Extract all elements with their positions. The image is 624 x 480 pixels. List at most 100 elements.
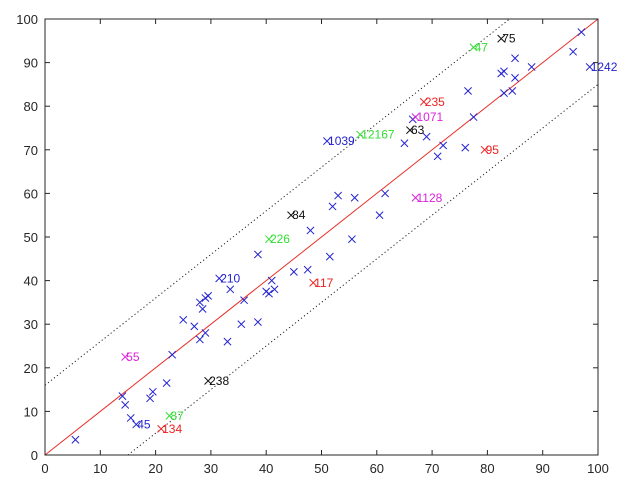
data-point: [500, 67, 508, 76]
x-tick-label: 70: [425, 461, 439, 476]
data-point: [375, 211, 384, 220]
data-point: [253, 250, 262, 259]
labeled-data-point: [215, 274, 224, 283]
y-tick-label: 90: [24, 56, 38, 71]
data-point: [253, 318, 262, 326]
data-point: [350, 193, 359, 202]
data-point: [162, 379, 171, 388]
x-tick-label: 30: [204, 461, 218, 476]
labeled-data-point: [265, 235, 273, 244]
data-point: [179, 315, 188, 324]
data-point: [148, 387, 157, 396]
x-tick-label: 10: [93, 461, 107, 476]
data-point: [569, 47, 578, 56]
point-label: 95: [486, 143, 500, 157]
data-point: [270, 285, 279, 294]
point-label: 47: [475, 40, 489, 54]
labeled-data-point: [419, 97, 428, 106]
y-tick-label: 40: [24, 274, 38, 289]
x-axis: 0 10 20 30 40 50 60 70 80 90 100: [41, 19, 609, 476]
data-point: [289, 267, 298, 276]
data-point: [195, 298, 204, 307]
data-point: [433, 152, 442, 161]
labeled-data-point: [356, 130, 365, 139]
y-tick-label: 50: [24, 230, 38, 245]
labeled-data-point: [165, 411, 174, 420]
labeled-data-point: [309, 278, 318, 287]
data-point: [381, 189, 390, 198]
labeled-data-point: [132, 420, 141, 429]
data-point: [201, 328, 210, 337]
labeled-data-point: [157, 424, 166, 433]
data-point: [508, 86, 517, 95]
y-tick-label: 10: [24, 404, 38, 419]
data-point: [511, 73, 520, 82]
data-point: [325, 252, 334, 261]
y-tick-label: 70: [24, 143, 38, 158]
point-label: 45: [137, 417, 151, 431]
x-tick-label: 0: [41, 461, 48, 476]
labeled-data-point: [287, 211, 296, 220]
band-line-1: [127, 84, 599, 456]
data-point: [267, 276, 276, 285]
labeled-data-point: [585, 63, 594, 71]
point-label: 1071: [417, 110, 444, 124]
data-point: [146, 394, 155, 403]
data-point: [126, 413, 135, 422]
data-point: [303, 265, 312, 274]
point-label: 235: [425, 95, 445, 109]
point-label: 87: [170, 409, 184, 423]
y-axis: 0 10 20 30 40 50 60 70 80 90 100: [16, 12, 598, 463]
labeled-data-point: [323, 137, 331, 146]
point-label: 63: [411, 123, 425, 137]
data-point: [121, 400, 130, 409]
point-label: 84: [292, 208, 306, 222]
data-point: [400, 139, 409, 148]
y-tick-label: 0: [31, 448, 38, 463]
data-point: [511, 54, 520, 63]
labeled-data-point: [406, 126, 414, 135]
data-point: [223, 337, 232, 346]
data-point: [527, 63, 536, 71]
data-point: [422, 132, 431, 141]
labeled-data-point: [497, 34, 506, 43]
x-tick-label: 80: [480, 461, 494, 476]
data-point: [204, 291, 213, 300]
data-point: [240, 296, 249, 305]
data-point: [334, 191, 343, 200]
data-point: [347, 235, 356, 244]
data-point: [577, 28, 586, 37]
point-label: 1039: [328, 134, 355, 148]
point-label: 238: [209, 374, 229, 388]
y-tick-label: 30: [24, 317, 38, 332]
data-point: [190, 322, 199, 331]
data-point: [265, 289, 273, 298]
y-tick-label: 80: [24, 99, 38, 114]
data-point: [328, 202, 337, 211]
point-label: 1242: [591, 60, 618, 74]
x-tick-label: 90: [535, 461, 549, 476]
x-tick-label: 40: [259, 461, 273, 476]
labeled-data-point: [204, 376, 213, 385]
labeled-data-point: [480, 145, 489, 154]
confidence-band-lines: [44, 18, 599, 456]
point-label: 1128: [417, 191, 443, 205]
data-point: [439, 141, 448, 150]
data-point: [464, 86, 472, 95]
point-label: 117: [314, 276, 333, 290]
x-tick-label: 50: [314, 461, 328, 476]
x-tick-label: 60: [370, 461, 384, 476]
point-label: 210: [220, 271, 240, 285]
point-label: 226: [270, 232, 290, 246]
point-label: 55: [126, 350, 140, 364]
data-point: [118, 392, 127, 401]
point-label: 12167: [361, 128, 395, 142]
data-point: [306, 226, 315, 235]
y-tick-label: 20: [24, 361, 38, 376]
data-point: [461, 143, 470, 152]
x-tick-label: 100: [587, 461, 609, 476]
data-point: [168, 350, 177, 359]
data-point: [469, 113, 478, 122]
